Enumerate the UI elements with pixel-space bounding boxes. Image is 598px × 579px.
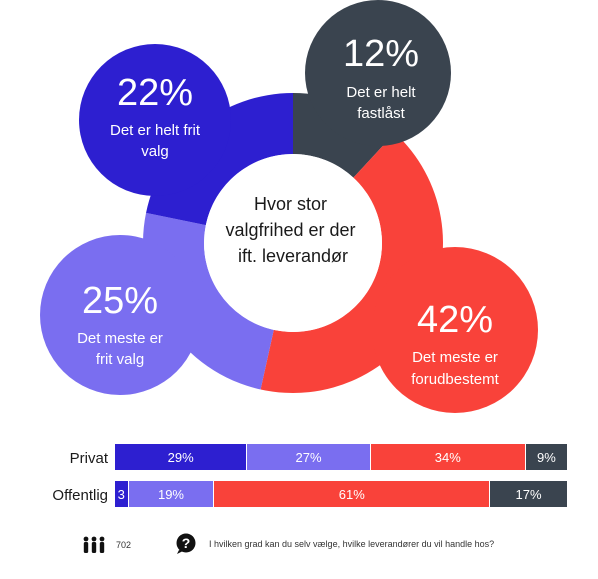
svg-text:?: ?	[182, 535, 191, 551]
bar-row-offentlig: Offentlig 3 19% 61% 17%	[0, 481, 598, 511]
bar-segment: 17%	[490, 481, 567, 507]
center-title-line: ift. leverandør	[238, 246, 348, 266]
bar-segment: 27%	[247, 444, 371, 470]
respondent-count-value: 702	[116, 540, 132, 550]
bubble-pct: 42%	[417, 299, 493, 341]
question-text: I hvilken grad kan du selv vælge, hvilke…	[209, 539, 495, 549]
bar-segment: 3	[115, 481, 129, 507]
donut-chart: Hvor stor valgfrihed er der ift. leveran…	[40, 0, 538, 413]
bubble-fastlaast	[305, 0, 451, 146]
bubble-forudbestemt	[372, 247, 538, 413]
bubble-label: fastlåst	[357, 105, 405, 122]
respondent-count: 702	[82, 536, 131, 554]
bar-segment: 19%	[128, 481, 215, 507]
ring-segment-frit-valg	[143, 212, 274, 390]
bar-row-label: Offentlig	[52, 487, 108, 504]
people-icon	[83, 536, 105, 553]
bar-track: 29% 27% 34% 9%	[115, 444, 567, 470]
bubble-label: Det er helt	[346, 84, 416, 101]
bubble-label: valg	[141, 143, 169, 160]
bubble-helt-frit	[79, 44, 231, 196]
question: ? I hvilken grad kan du selv vælge, hvil…	[175, 533, 494, 555]
question-bubble-icon: ?	[176, 533, 196, 554]
center-title-line: valgfrihed er der	[225, 220, 355, 240]
bubble-frit-valg	[40, 235, 200, 395]
bar-segment: 34%	[370, 444, 526, 470]
bubble-label: Det er helt frit	[110, 122, 201, 139]
bar-segment: 29%	[115, 444, 248, 470]
center-title: Hvor stor valgfrihed er der ift. leveran…	[225, 194, 360, 266]
bar-segment: 9%	[525, 444, 567, 470]
bubble-label: forudbestemt	[411, 371, 499, 388]
bubble-label: Det meste er	[77, 330, 163, 347]
center-title-line: Hvor stor	[254, 194, 327, 214]
bar-row-label: Privat	[69, 450, 108, 467]
bar-row-privat: Privat 29% 27% 34% 9%	[0, 444, 598, 474]
bar-segment: 61%	[214, 481, 491, 507]
bubble-pct: 22%	[117, 72, 193, 114]
bar-track: 3 19% 61% 17%	[115, 481, 567, 507]
bubble-pct: 12%	[343, 33, 419, 75]
bubble-label: Det meste er	[412, 349, 498, 366]
donut-center	[204, 154, 382, 332]
bubble-pct: 25%	[82, 280, 158, 322]
bubble-label: frit valg	[96, 351, 144, 368]
